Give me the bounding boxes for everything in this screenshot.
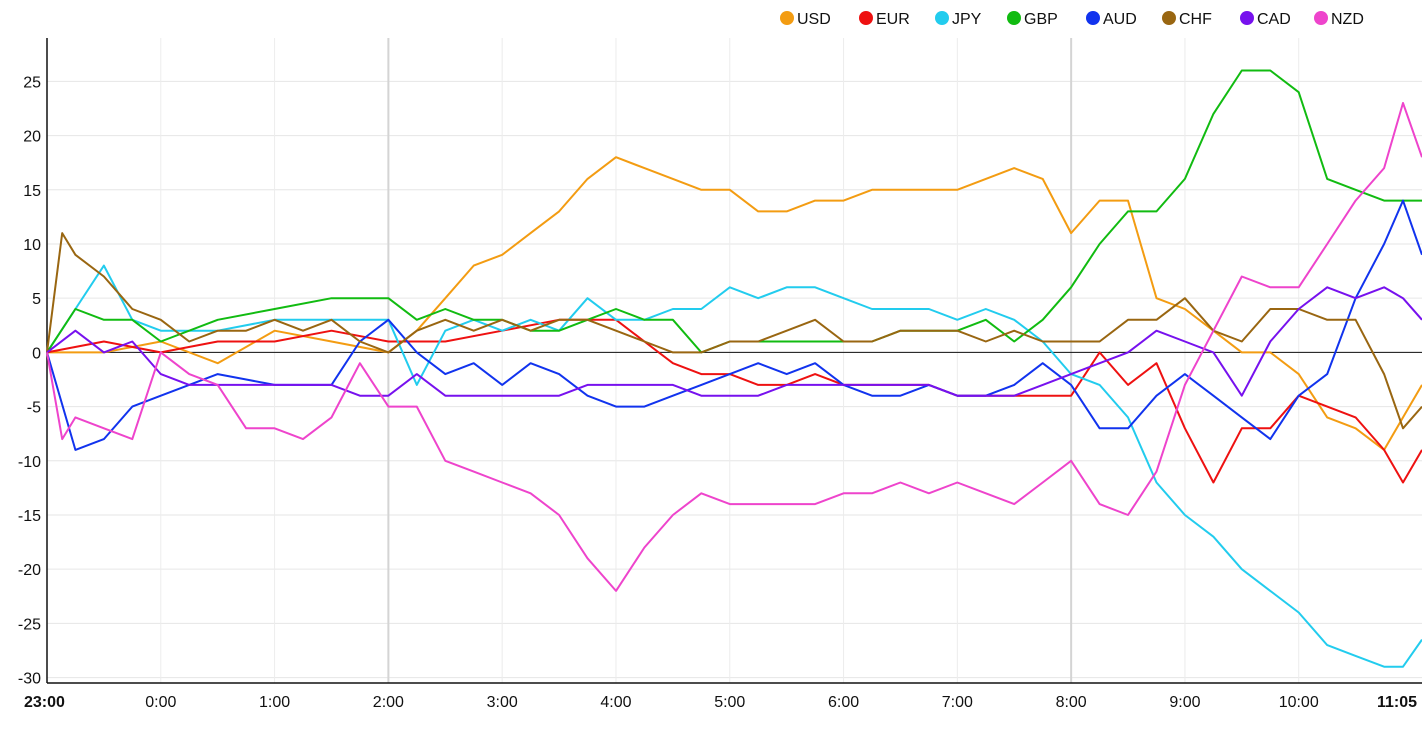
legend-swatch-aud [1086, 11, 1100, 25]
legend-label-nzd: NZD [1331, 11, 1364, 28]
legend-swatch-nzd [1314, 11, 1328, 25]
series-line-usd [47, 156, 1422, 451]
x-tick-label: 3:00 [487, 694, 518, 711]
y-tick-label: -30 [18, 671, 41, 688]
axes: -30 -25 -20 -15 -10 -5 0 5 10 15 20 25 23:00 0:00 1:00… [18, 38, 1422, 711]
legend-swatch-gbp [1007, 11, 1021, 25]
y-tick-label: 5 [32, 291, 41, 308]
legend-label-usd: USD [797, 11, 831, 28]
legend-label-eur: EUR [876, 11, 910, 28]
x-tick-label: 11:05 [1377, 694, 1417, 711]
legend-label-chf: CHF [1179, 11, 1212, 28]
legend-label-cad: CAD [1257, 11, 1291, 28]
legend-swatch-chf [1162, 11, 1176, 25]
series-line-nzd [46, 102, 1422, 592]
legend-swatch-usd [780, 11, 794, 25]
y-tick-label: -10 [18, 454, 41, 471]
y-tick-label: -25 [18, 616, 41, 633]
y-tick-label: 0 [32, 345, 41, 362]
y-tick-label: 20 [23, 129, 41, 146]
legend: USD EUR JPY GBP AUD CHF CAD NZD [780, 11, 1364, 28]
series-line-cad [46, 286, 1422, 397]
x-tick-label: 8:00 [1056, 694, 1087, 711]
series-line-aud [46, 199, 1422, 451]
y-tick-label: 10 [23, 237, 41, 254]
series-line-chf [46, 232, 1422, 430]
y-tick-label: 15 [23, 183, 41, 200]
legend-label-jpy: JPY [952, 11, 982, 28]
x-tick-label: 5:00 [714, 694, 745, 711]
x-tick-label: 7:00 [942, 694, 973, 711]
x-tick-label: 1:00 [259, 694, 290, 711]
y-tick-label: -20 [18, 562, 41, 579]
legend-label-gbp: GBP [1024, 11, 1058, 28]
series-line-eur [46, 318, 1422, 484]
y-tick-label: -5 [27, 400, 41, 417]
y-tick-label: -15 [18, 508, 41, 525]
series-line-jpy [46, 264, 1422, 668]
legend-swatch-cad [1240, 11, 1254, 25]
x-tick-label: 23:00 [24, 694, 65, 711]
x-tick-label: 9:00 [1169, 694, 1200, 711]
x-tick-label: 10:00 [1279, 694, 1319, 711]
legend-label-aud: AUD [1103, 11, 1137, 28]
legend-swatch-jpy [935, 11, 949, 25]
series-lines [46, 69, 1422, 668]
grid [47, 38, 1422, 683]
series-line-gbp [46, 69, 1422, 354]
x-tick-label: 6:00 [828, 694, 859, 711]
legend-swatch-eur [859, 11, 873, 25]
y-tick-label: 25 [23, 74, 41, 91]
x-tick-label: 4:00 [600, 694, 631, 711]
x-tick-label: 2:00 [373, 694, 404, 711]
x-tick-label: 0:00 [145, 694, 176, 711]
